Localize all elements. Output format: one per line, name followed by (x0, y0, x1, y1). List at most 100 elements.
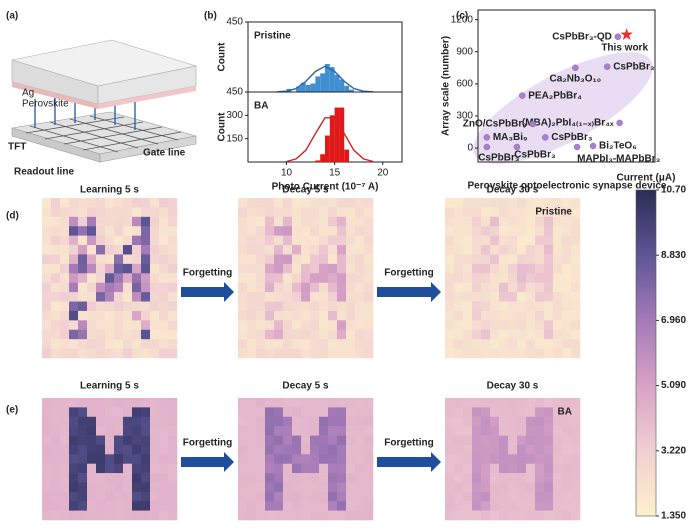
pixel (132, 473, 142, 483)
pixel (472, 301, 482, 312)
pixel (328, 444, 338, 455)
pixel (150, 491, 160, 502)
pixel (51, 320, 61, 331)
pixel (472, 435, 482, 446)
pixel (274, 426, 284, 436)
pixel (150, 398, 160, 408)
pixel (481, 454, 491, 464)
pixel (150, 310, 160, 321)
pixel (499, 454, 509, 464)
pixel (337, 463, 347, 474)
pixel (78, 226, 88, 236)
pixel (159, 207, 169, 218)
pixel (168, 463, 178, 474)
pixel (256, 310, 266, 321)
pixel (328, 510, 338, 521)
pixel (364, 292, 374, 302)
pixel (141, 254, 151, 265)
pixel (544, 444, 554, 455)
pixel (132, 301, 142, 312)
pixel (346, 435, 356, 446)
pixel (123, 245, 133, 255)
pixel (87, 491, 97, 502)
pixel (69, 510, 79, 521)
pixel (463, 501, 473, 511)
pixel (105, 329, 115, 340)
pixel (544, 491, 554, 502)
pixel (346, 491, 356, 502)
pixel (454, 198, 464, 208)
pixel (445, 473, 455, 483)
pixel (346, 263, 356, 274)
pixel (337, 339, 347, 349)
pixel (141, 329, 151, 340)
pixel (328, 235, 338, 246)
pixel (141, 348, 151, 359)
pixel (78, 282, 88, 293)
pixel (123, 310, 133, 321)
pixel (535, 463, 545, 474)
pixel (168, 226, 178, 236)
pixel (535, 444, 545, 455)
pixel (454, 416, 464, 427)
pixel (346, 426, 356, 436)
pixel (238, 473, 248, 483)
pixel (78, 482, 88, 493)
pixel (544, 348, 554, 359)
pixel (78, 426, 88, 436)
pixel (481, 207, 491, 218)
pixel (132, 329, 142, 340)
pixel (150, 454, 160, 464)
pixel (472, 216, 482, 227)
pixel (499, 426, 509, 436)
pixel (355, 310, 365, 321)
pixel (463, 282, 473, 293)
pixel (87, 348, 97, 359)
pixel (310, 320, 320, 331)
pixel (150, 339, 160, 349)
pixel (78, 329, 88, 340)
pixel (238, 263, 248, 274)
pixel (96, 310, 106, 321)
pixel (346, 348, 356, 359)
point-label: ZnO/CsPbBr₃ (463, 119, 527, 130)
pixel (78, 198, 88, 208)
pixel (544, 501, 554, 511)
pixel (319, 435, 329, 446)
pixel (150, 407, 160, 418)
pixel (42, 510, 52, 521)
pixel (310, 339, 320, 349)
pixel (310, 444, 320, 455)
pixel (78, 292, 88, 302)
pixel (274, 407, 284, 418)
pixel (247, 329, 257, 340)
pixel (51, 510, 61, 521)
pixel (454, 348, 464, 359)
pixel (42, 482, 52, 493)
pixel (517, 416, 527, 427)
pixel (463, 235, 473, 246)
pixel (310, 329, 320, 340)
pixel (490, 273, 500, 283)
pixel (114, 426, 124, 436)
pixel (105, 510, 115, 521)
pixel (265, 454, 275, 464)
data-point (616, 119, 623, 127)
pixel (310, 254, 320, 265)
pixel (355, 407, 365, 418)
pixel (517, 339, 527, 349)
pixel (526, 510, 536, 521)
pixel (463, 263, 473, 274)
pixel (168, 473, 178, 483)
pixel (114, 216, 124, 227)
pixel (150, 329, 160, 340)
pixel (78, 207, 88, 218)
pixel (51, 245, 61, 255)
point-label: PEA₂PbBr₄ (528, 90, 582, 101)
pixel (571, 282, 581, 293)
pixel (562, 435, 572, 446)
pixel (150, 226, 160, 236)
pixel (51, 491, 61, 502)
pixel (123, 282, 133, 293)
pixel (508, 426, 518, 436)
